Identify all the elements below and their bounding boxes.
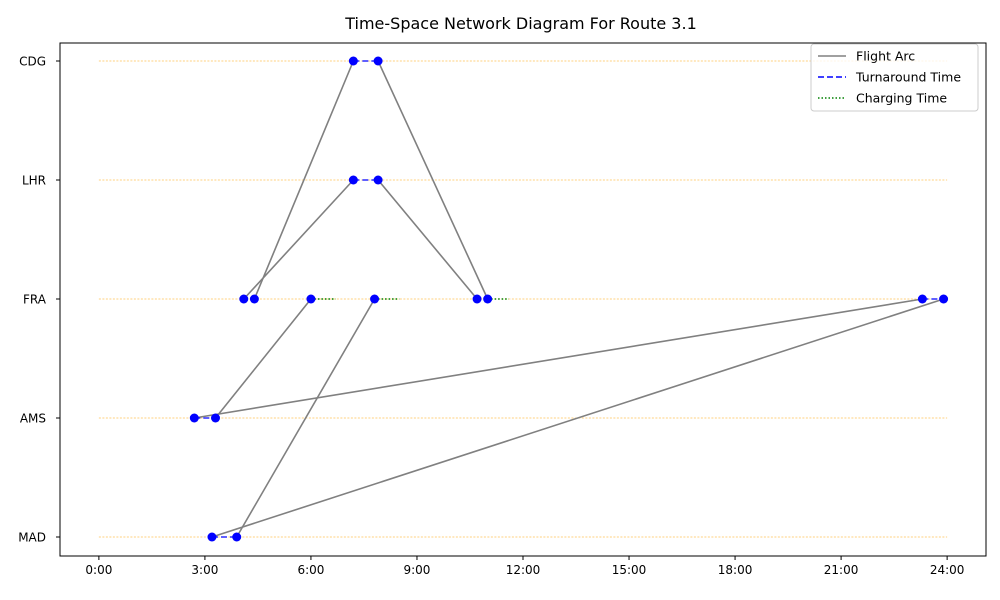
event-point-14 [373,175,383,185]
event-points [189,56,949,542]
x-axis-ticks: 0:00 3:00 6:00 9:00 12:00 15:00 18:00 21:00 24:0… [85,556,964,577]
event-point-2 [211,413,221,423]
x-tick-label: 21:00 [824,563,859,577]
y-tick-label-cdg: CDG [19,55,46,69]
event-point-1 [189,413,199,423]
flight-arc-6 [377,60,489,300]
x-tick-label: 0:00 [85,563,112,577]
flight-arcs [194,60,944,538]
x-tick-label: 3:00 [191,563,218,577]
event-point-13 [348,175,358,185]
legend: Flight Arc Turnaround Time Charging Time [810,43,979,112]
event-point-16 [373,56,383,66]
x-tick-label: 18:00 [718,563,753,577]
y-tick-label-mad: MAD [18,531,46,545]
flight-arc-1 [214,298,312,419]
event-point-5 [239,294,249,304]
x-tick-label: 9:00 [403,563,430,577]
event-point-3 [207,532,217,542]
event-point-12 [939,294,949,304]
y-tick-label-ams: AMS [20,412,46,426]
flight-arc-5 [377,179,478,300]
flight-arc-7 [194,298,923,419]
flight-arc-8 [211,298,944,538]
event-point-8 [370,294,380,304]
event-point-7 [306,294,316,304]
event-point-6 [249,294,259,304]
legend-label-flight: Flight Arc [856,49,915,64]
event-point-15 [348,56,358,66]
chart-title: Time-Space Network Diagram For Route 3.1 [344,14,697,33]
x-tick-label: 6:00 [297,563,324,577]
legend-label-charging: Charging Time [856,91,947,106]
flight-arc-4 [253,60,355,300]
legend-label-turnaround: Turnaround Time [855,70,961,85]
y-tick-label-fra: FRA [23,293,47,307]
x-tick-label: 24:00 [930,563,965,577]
event-point-11 [917,294,927,304]
flight-arc-2 [236,298,376,538]
y-tick-label-lhr: LHR [22,174,46,188]
x-tick-label: 15:00 [612,563,647,577]
event-point-9 [472,294,482,304]
legend-box [810,43,979,112]
y-axis-ticks: MAD AMS FRA LHR CDG [18,55,60,545]
event-point-4 [232,532,242,542]
x-tick-label: 12:00 [506,563,541,577]
event-point-10 [483,294,493,304]
